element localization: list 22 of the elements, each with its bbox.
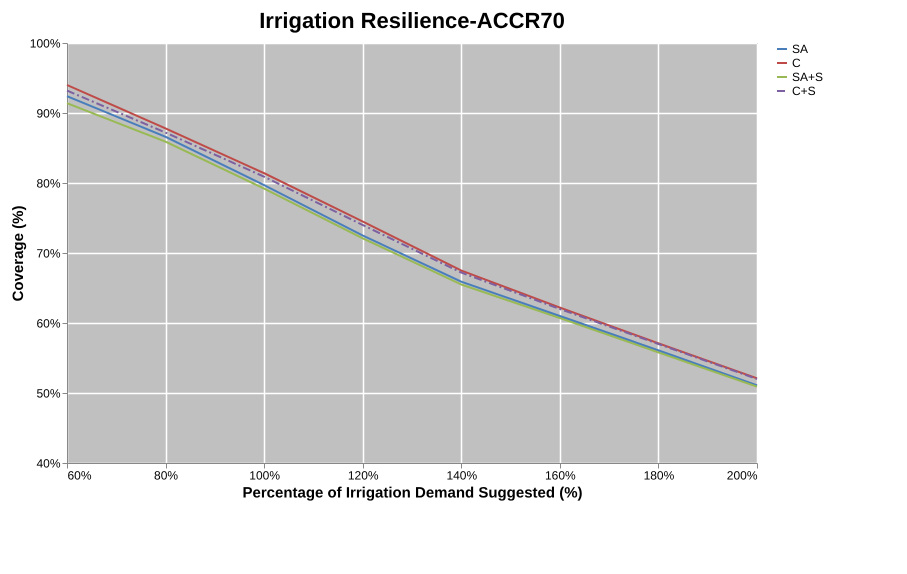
y-tick-label: 50% — [36, 386, 61, 400]
y-tick-label: 70% — [36, 246, 61, 260]
legend-label: C — [792, 56, 801, 70]
y-axis-title: Coverage (%) — [10, 206, 27, 302]
x-tick-label: 160% — [545, 468, 576, 482]
y-tick-label: 100% — [30, 36, 61, 50]
legend-label: C+S — [792, 84, 816, 98]
y-tick-label: 60% — [36, 316, 61, 330]
legend-label: SA — [792, 42, 808, 56]
x-tick-label: 120% — [348, 468, 379, 482]
y-tick-label: 40% — [36, 456, 61, 470]
x-tick-label: 200% — [726, 468, 758, 482]
x-tick-label: 140% — [446, 468, 478, 482]
x-axis-title: Percentage of Irrigation Demand Suggested (%) — [242, 484, 583, 502]
y-tick-label: 80% — [36, 176, 61, 190]
x-tick-label: 100% — [249, 468, 280, 482]
x-tick-label: 80% — [154, 468, 178, 482]
x-tick-label: 60% — [68, 468, 92, 482]
legend-label: SA+S — [792, 70, 824, 84]
y-tick-label: 90% — [36, 106, 61, 120]
chart-title: Irrigation Resilience-ACCR70 — [259, 8, 565, 33]
x-tick-label: 180% — [644, 468, 675, 482]
